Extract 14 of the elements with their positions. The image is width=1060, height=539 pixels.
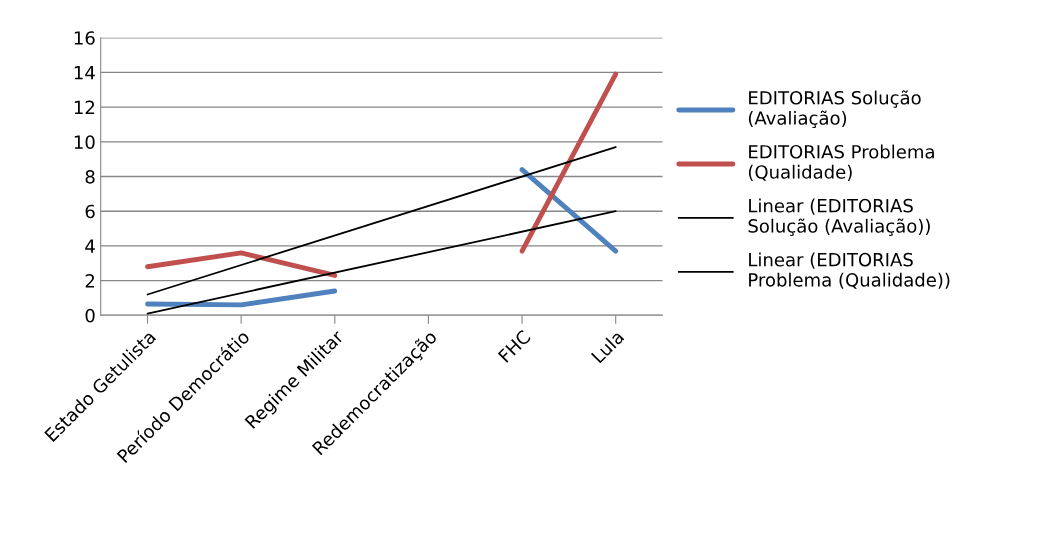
y-tick-label: 6 xyxy=(85,204,95,219)
y-tick-label: 16 xyxy=(74,31,95,45)
y-tick-label: 2 xyxy=(85,274,95,288)
legend-label: Linear (EDITORIAS Problema (Qualidade)) xyxy=(749,252,950,289)
legend-label: EDITORIAS Problema (Qualidade) xyxy=(748,144,934,181)
x-tick-label: Lula xyxy=(590,329,625,364)
y-tick-label: 8 xyxy=(85,169,95,184)
y-tick-label: 10 xyxy=(74,135,95,149)
y-tick-label: 4 xyxy=(85,239,95,253)
y-tick-label: 14 xyxy=(74,66,95,80)
y-tick-label: 0 xyxy=(85,308,95,323)
legend-label: EDITORIAS Solução (Avaliação) xyxy=(748,90,921,129)
y-tick-label: 12 xyxy=(74,100,95,114)
legend-label: Linear (EDITORIAS Solução (Avaliação)) xyxy=(748,198,930,236)
